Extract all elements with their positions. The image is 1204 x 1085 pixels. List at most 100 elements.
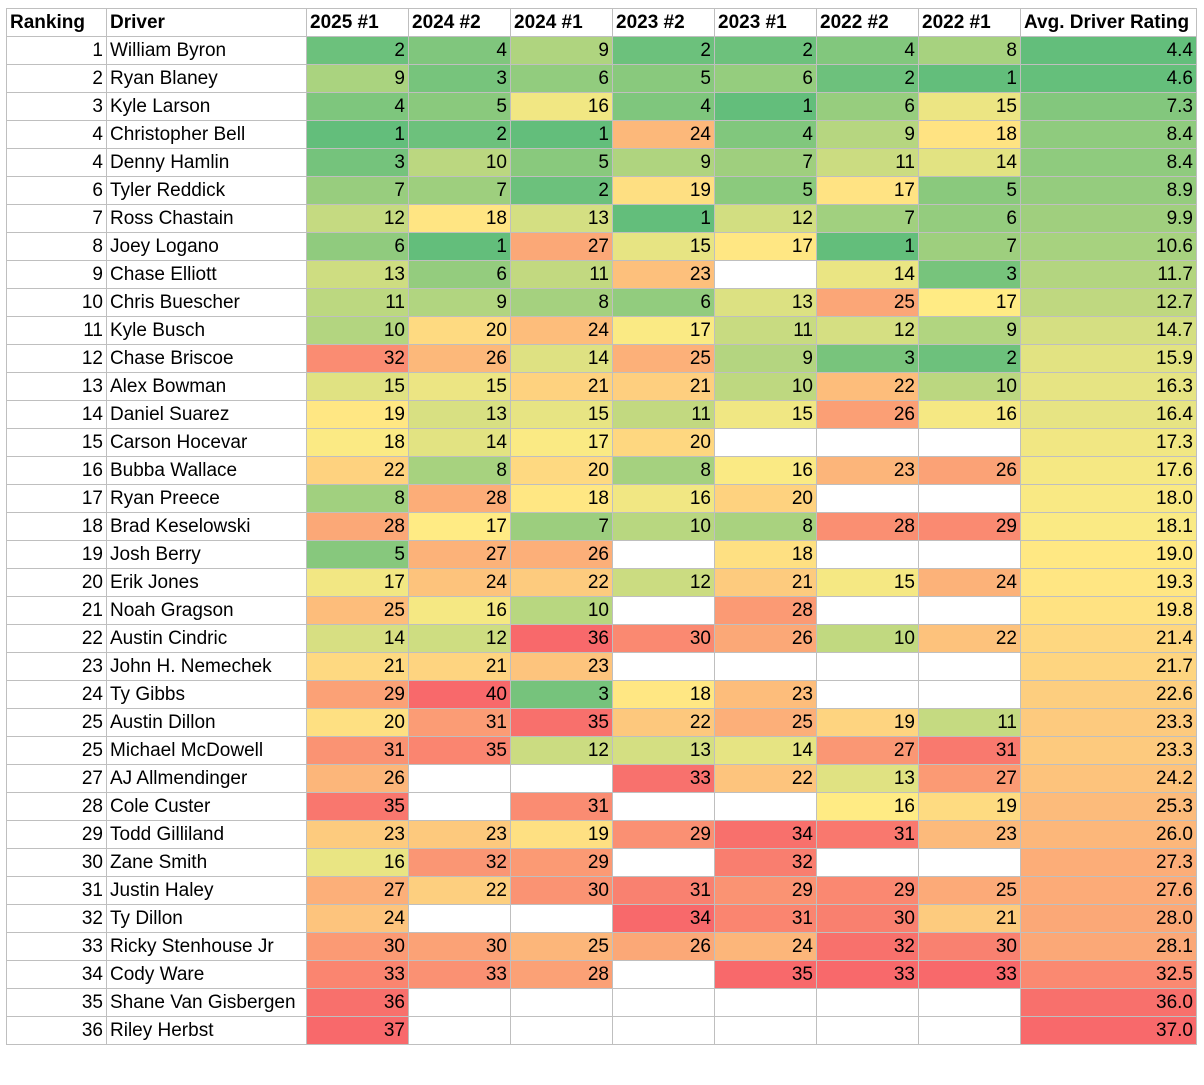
- race-rating-cell[interactable]: 2: [612, 36, 715, 65]
- race-rating-cell[interactable]: 14: [714, 736, 817, 765]
- race-rating-cell[interactable]: 15: [306, 372, 409, 401]
- race-rating-cell[interactable]: 17: [714, 232, 817, 261]
- race-rating-cell[interactable]: [816, 596, 919, 625]
- race-rating-cell[interactable]: [816, 988, 919, 1017]
- driver-cell[interactable]: Denny Hamlin: [106, 148, 307, 177]
- race-rating-cell[interactable]: 23: [306, 820, 409, 849]
- race-rating-cell[interactable]: 13: [408, 400, 511, 429]
- race-rating-cell[interactable]: 30: [510, 876, 613, 905]
- race-rating-cell[interactable]: 2: [714, 36, 817, 65]
- ranking-cell[interactable]: 25: [6, 736, 107, 765]
- race-rating-cell[interactable]: 30: [306, 932, 409, 961]
- race-rating-cell[interactable]: 10: [714, 372, 817, 401]
- race-rating-cell[interactable]: [714, 1016, 817, 1045]
- race-rating-cell[interactable]: 35: [510, 708, 613, 737]
- column-header[interactable]: 2023 #1: [714, 8, 817, 37]
- race-rating-cell[interactable]: 7: [408, 176, 511, 205]
- race-rating-cell[interactable]: 14: [918, 148, 1021, 177]
- avg-rating-cell[interactable]: 28.1: [1020, 932, 1197, 961]
- race-rating-cell[interactable]: [714, 652, 817, 681]
- race-rating-cell[interactable]: 13: [306, 260, 409, 289]
- ranking-cell[interactable]: 19: [6, 540, 107, 569]
- race-rating-cell[interactable]: 26: [510, 540, 613, 569]
- ranking-cell[interactable]: 28: [6, 792, 107, 821]
- race-rating-cell[interactable]: 10: [816, 624, 919, 653]
- race-rating-cell[interactable]: 8: [408, 456, 511, 485]
- ranking-cell[interactable]: 2: [6, 64, 107, 93]
- race-rating-cell[interactable]: 12: [306, 204, 409, 233]
- race-rating-cell[interactable]: 5: [612, 64, 715, 93]
- race-rating-cell[interactable]: 30: [612, 624, 715, 653]
- avg-rating-cell[interactable]: 10.6: [1020, 232, 1197, 261]
- driver-cell[interactable]: Riley Herbst: [106, 1016, 307, 1045]
- driver-cell[interactable]: Joey Logano: [106, 232, 307, 261]
- race-rating-cell[interactable]: 29: [510, 848, 613, 877]
- race-rating-cell[interactable]: 6: [612, 288, 715, 317]
- race-rating-cell[interactable]: [510, 1016, 613, 1045]
- race-rating-cell[interactable]: 2: [510, 176, 613, 205]
- race-rating-cell[interactable]: [918, 988, 1021, 1017]
- ranking-cell[interactable]: 15: [6, 428, 107, 457]
- race-rating-cell[interactable]: 16: [816, 792, 919, 821]
- race-rating-cell[interactable]: 33: [408, 960, 511, 989]
- driver-cell[interactable]: Cody Ware: [106, 960, 307, 989]
- race-rating-cell[interactable]: 8: [918, 36, 1021, 65]
- avg-rating-cell[interactable]: 37.0: [1020, 1016, 1197, 1045]
- race-rating-cell[interactable]: 5: [306, 540, 409, 569]
- race-rating-cell[interactable]: 24: [918, 568, 1021, 597]
- race-rating-cell[interactable]: [714, 792, 817, 821]
- race-rating-cell[interactable]: 23: [918, 820, 1021, 849]
- race-rating-cell[interactable]: [612, 960, 715, 989]
- race-rating-cell[interactable]: 15: [408, 372, 511, 401]
- race-rating-cell[interactable]: 20: [612, 428, 715, 457]
- race-rating-cell[interactable]: 24: [306, 904, 409, 933]
- race-rating-cell[interactable]: 17: [612, 316, 715, 345]
- driver-cell[interactable]: Chris Buescher: [106, 288, 307, 317]
- race-rating-cell[interactable]: 35: [714, 960, 817, 989]
- avg-rating-cell[interactable]: 28.0: [1020, 904, 1197, 933]
- race-rating-cell[interactable]: 11: [510, 260, 613, 289]
- race-rating-cell[interactable]: 30: [408, 932, 511, 961]
- ranking-cell[interactable]: 1: [6, 36, 107, 65]
- ranking-cell[interactable]: 30: [6, 848, 107, 877]
- race-rating-cell[interactable]: 35: [306, 792, 409, 821]
- driver-cell[interactable]: Kyle Larson: [106, 92, 307, 121]
- ranking-cell[interactable]: 27: [6, 764, 107, 793]
- race-rating-cell[interactable]: 29: [612, 820, 715, 849]
- race-rating-cell[interactable]: 9: [714, 344, 817, 373]
- race-rating-cell[interactable]: 25: [816, 288, 919, 317]
- race-rating-cell[interactable]: 33: [306, 960, 409, 989]
- race-rating-cell[interactable]: 17: [306, 568, 409, 597]
- column-header[interactable]: 2024 #1: [510, 8, 613, 37]
- race-rating-cell[interactable]: 3: [510, 680, 613, 709]
- race-rating-cell[interactable]: 23: [816, 456, 919, 485]
- race-rating-cell[interactable]: 7: [306, 176, 409, 205]
- driver-cell[interactable]: Michael McDowell: [106, 736, 307, 765]
- driver-cell[interactable]: Bubba Wallace: [106, 456, 307, 485]
- driver-cell[interactable]: Chase Briscoe: [106, 344, 307, 373]
- race-rating-cell[interactable]: 14: [408, 428, 511, 457]
- race-rating-cell[interactable]: 26: [714, 624, 817, 653]
- ranking-cell[interactable]: 20: [6, 568, 107, 597]
- race-rating-cell[interactable]: [816, 484, 919, 513]
- race-rating-cell[interactable]: 34: [612, 904, 715, 933]
- race-rating-cell[interactable]: 33: [918, 960, 1021, 989]
- race-rating-cell[interactable]: [918, 428, 1021, 457]
- race-rating-cell[interactable]: 18: [612, 680, 715, 709]
- race-rating-cell[interactable]: 17: [510, 428, 613, 457]
- race-rating-cell[interactable]: 16: [408, 596, 511, 625]
- race-rating-cell[interactable]: 1: [816, 232, 919, 261]
- ranking-cell[interactable]: 21: [6, 596, 107, 625]
- race-rating-cell[interactable]: 37: [306, 1016, 409, 1045]
- race-rating-cell[interactable]: [612, 1016, 715, 1045]
- driver-cell[interactable]: Austin Dillon: [106, 708, 307, 737]
- race-rating-cell[interactable]: 1: [612, 204, 715, 233]
- race-rating-cell[interactable]: 13: [816, 764, 919, 793]
- race-rating-cell[interactable]: 25: [612, 344, 715, 373]
- race-rating-cell[interactable]: 31: [816, 820, 919, 849]
- race-rating-cell[interactable]: 8: [306, 484, 409, 513]
- race-rating-cell[interactable]: 22: [714, 764, 817, 793]
- race-rating-cell[interactable]: 18: [510, 484, 613, 513]
- race-rating-cell[interactable]: 29: [816, 876, 919, 905]
- avg-rating-cell[interactable]: 8.9: [1020, 176, 1197, 205]
